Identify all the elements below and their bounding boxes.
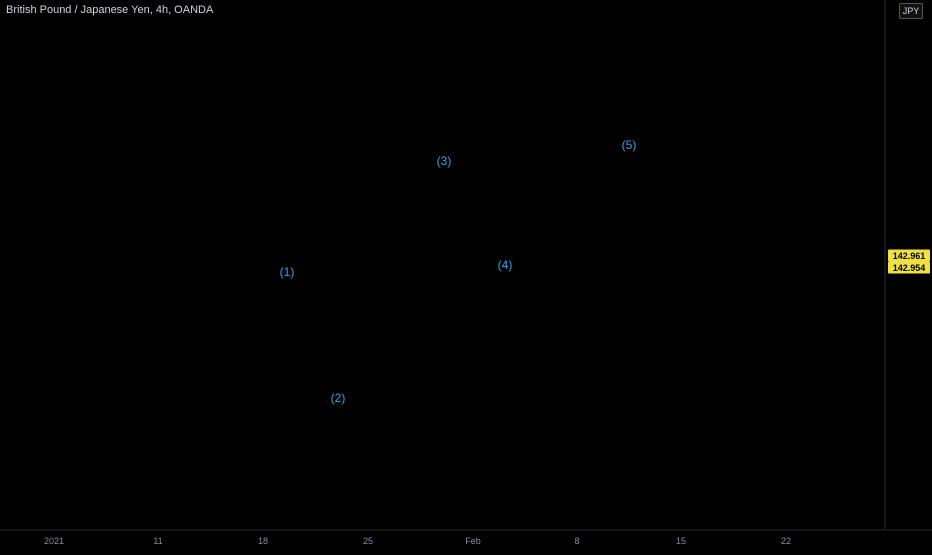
price-axis-badge-label: 142.954 bbox=[893, 263, 926, 273]
x-tick-label: 11 bbox=[153, 536, 162, 546]
wave-label: (2) bbox=[331, 391, 346, 405]
chart-title: British Pound / Japanese Yen, 4h, OANDA bbox=[6, 4, 214, 16]
x-tick-label: 2021 bbox=[44, 536, 64, 546]
wave-label: (1) bbox=[280, 265, 295, 279]
x-tick-label: 25 bbox=[363, 536, 373, 546]
x-tick-label: 8 bbox=[574, 536, 579, 546]
x-tick-label: 18 bbox=[258, 536, 268, 546]
x-tick-label: Feb bbox=[465, 536, 481, 546]
x-tick-label: 22 bbox=[781, 536, 791, 546]
wave-label: (5) bbox=[622, 138, 637, 152]
price-axis-badge bbox=[888, 261, 930, 274]
price-axis-badge bbox=[888, 249, 930, 262]
currency-scale-button[interactable]: JPY bbox=[899, 3, 923, 19]
wave-label: (4) bbox=[498, 258, 513, 272]
x-tick-label: 15 bbox=[676, 536, 686, 546]
price-axis-badge-label: 142.961 bbox=[893, 251, 926, 261]
wave-label: (3) bbox=[437, 154, 452, 168]
